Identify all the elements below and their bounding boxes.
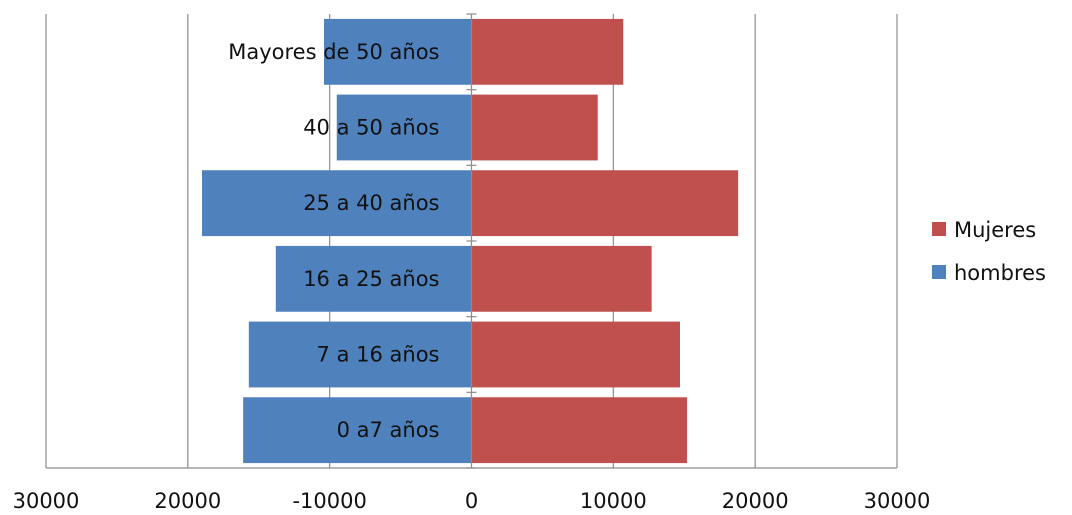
x-tick-label: -10000 — [292, 489, 366, 513]
bar-mujeres-0 — [471, 397, 688, 464]
x-tick-label: 20000 — [722, 489, 789, 513]
x-tick-label: 0 — [465, 489, 478, 513]
x-tick-label: 30000 — [13, 489, 80, 513]
axes — [46, 13, 897, 469]
bar-hombres-1 — [248, 321, 472, 388]
x-tick-labels: 30000 20000 -10000 0 10000 20000 30000 — [13, 489, 931, 513]
legend-label-mujeres: Mujeres — [954, 218, 1036, 242]
legend: Mujeres hombres — [932, 218, 1046, 285]
bar-mujeres-2 — [471, 245, 652, 312]
legend-label-hombres: hombres — [954, 261, 1046, 285]
bar-hombres-3 — [202, 170, 472, 237]
bars — [202, 18, 739, 464]
bar-hombres-4 — [336, 94, 472, 161]
bar-hombres-0 — [243, 397, 472, 464]
x-tick-label: 10000 — [580, 489, 647, 513]
bar-hombres-2 — [275, 245, 472, 312]
x-tick-label: 20000 — [154, 489, 221, 513]
legend-swatch-mujeres — [932, 222, 946, 236]
bar-hombres-5 — [323, 18, 472, 85]
category-label: 0 a7 años — [337, 418, 440, 442]
legend-swatch-hombres — [932, 265, 946, 279]
gridlines — [45, 14, 898, 468]
bar-mujeres-3 — [471, 170, 739, 237]
category-label: 16 a 25 años — [303, 267, 439, 291]
category-label: Mayores de 50 años — [228, 40, 439, 64]
category-label: 7 a 16 años — [317, 343, 440, 367]
category-label: 40 a 50 años — [303, 116, 439, 140]
bar-mujeres-4 — [471, 94, 598, 161]
category-labels: 0 a7 años 7 a 16 años 16 a 25 años 25 a 40 … — [228, 40, 439, 442]
bar-mujeres-1 — [471, 321, 680, 388]
category-label: 25 a 40 años — [303, 191, 439, 215]
bar-mujeres-5 — [471, 18, 624, 85]
x-tick-label: 30000 — [864, 489, 931, 513]
